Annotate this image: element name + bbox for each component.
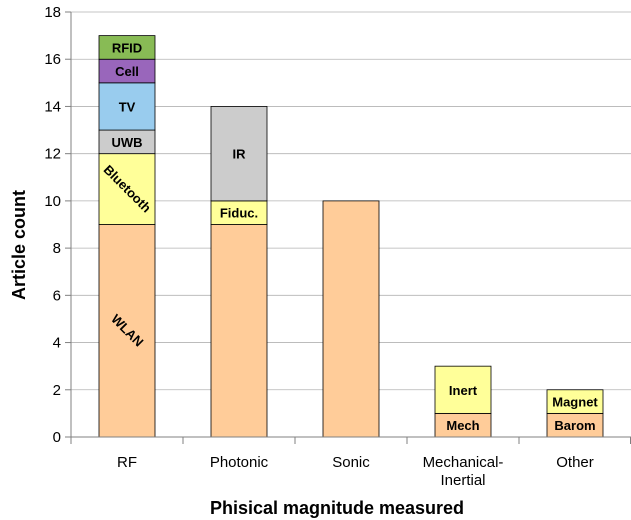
bar-segment <box>546 389 604 414</box>
x-category-label: Mechanical-Inertial <box>423 454 504 489</box>
segment-label: IR <box>233 147 247 162</box>
x-category-label: Photonic <box>210 454 269 471</box>
x-category-label: Other <box>556 454 594 471</box>
segment-label: RFID <box>112 40 142 55</box>
y-tick-label: 4 <box>53 335 61 352</box>
bar-segment <box>98 35 156 60</box>
x-category-line: Inertial <box>440 472 485 489</box>
y-tick-label: 18 <box>44 4 61 21</box>
y-tick-label: 12 <box>44 146 61 163</box>
y-tick-label: 2 <box>53 382 61 399</box>
segment-label: Magnet <box>552 395 598 410</box>
axes <box>65 11 631 444</box>
y-tick-label: 0 <box>53 429 61 446</box>
x-category-line: Sonic <box>332 454 370 471</box>
y-tick-label: 8 <box>53 240 61 257</box>
x-category-label: RF <box>117 454 137 471</box>
y-tick-label: 10 <box>44 193 61 210</box>
bar-segment <box>322 200 380 438</box>
x-category-line: Other <box>556 454 594 471</box>
y-tick-label: 6 <box>53 287 61 304</box>
x-category-line: Photonic <box>210 454 269 471</box>
bars: WLANBluetoothUWBTVCellRFIDFiduc.IRMechIn… <box>98 35 604 438</box>
bar-segment <box>210 106 268 202</box>
segment-label: UWB <box>111 135 142 150</box>
x-category-line: Mechanical- <box>423 454 504 471</box>
x-category-line: RF <box>117 454 137 471</box>
y-tick-label: 14 <box>44 98 61 115</box>
y-axis-title: Article count <box>9 190 29 300</box>
segment-label: Cell <box>115 64 139 79</box>
segment-label: Inert <box>449 383 478 398</box>
segment-label: Mech <box>446 418 479 433</box>
bar-segment <box>210 224 268 438</box>
x-axis-title: Phisical magnitude measured <box>210 498 464 518</box>
segment-label: Barom <box>554 418 595 433</box>
y-tick-labels: 0 2 4 6 8 10 12 14 16 18 <box>44 4 61 446</box>
segment-label: TV <box>119 99 136 114</box>
bar-segment <box>434 365 492 414</box>
x-category-labels: RF Photonic Sonic Mechanical-Inertial Other <box>117 454 594 489</box>
bar-segment <box>98 224 156 438</box>
segment-label: Fiduc. <box>220 206 258 221</box>
x-category-label: Sonic <box>332 454 370 471</box>
y-tick-label: 16 <box>44 51 61 68</box>
